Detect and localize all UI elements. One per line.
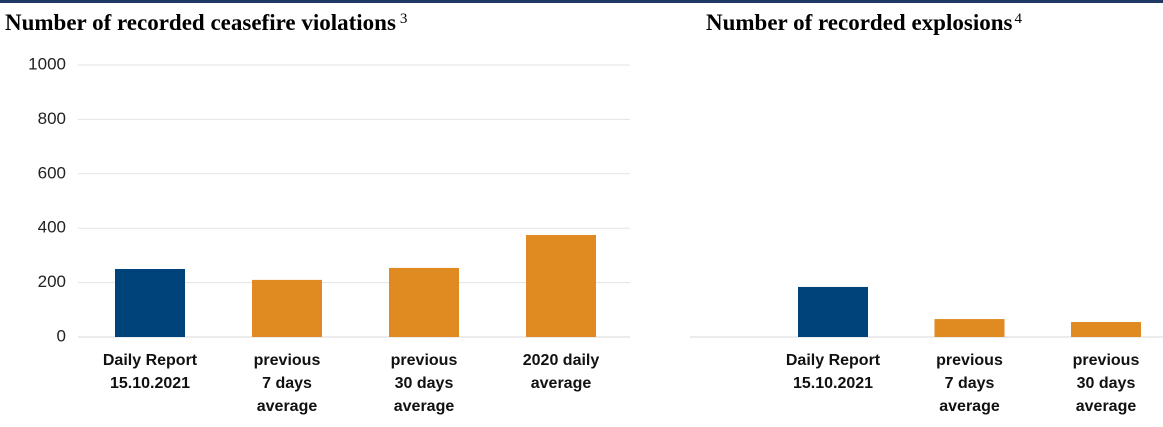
x-tick-label: 7 days [945,375,995,392]
x-tick-label: 30 days [395,375,454,392]
footnote: 4 [1014,11,1022,27]
x-tick-label: previous [254,352,321,369]
x-tick-label: 15.10.2021 [793,375,873,392]
x-tick-label: average [939,398,1000,415]
bar [389,267,459,337]
x-tick-label: previous [1073,352,1140,369]
y-tick-label: 800 [38,109,66,128]
x-tick-label: previous [391,352,458,369]
y-tick-label: 0 [57,326,66,345]
title-text: Number of recorded explosions [706,10,1012,35]
top-rule [0,0,1163,3]
bar [798,286,868,337]
x-tick-label: average [257,398,318,415]
chart-title: Number of recorded ceasefire violations 3 [5,10,407,35]
bar [115,269,185,337]
x-tick-label: 15.10.2021 [110,375,190,392]
x-tick-label: 30 days [1077,375,1136,392]
y-tick-label: 600 [38,163,66,182]
chart-title: Number of recorded explosions 4 [706,10,1022,35]
x-tick-label: 2020 daily [523,352,600,369]
bar [526,235,596,337]
y-tick-label: 400 [38,218,66,237]
x-tick-label: average [1076,398,1137,415]
y-tick-label: 200 [38,272,66,291]
x-tick-label: Daily Report [786,352,881,369]
bar [252,279,322,337]
bar [934,319,1005,337]
bar [1071,322,1141,337]
footnote: 3 [400,11,408,27]
title-text: Number of recorded ceasefire violations [5,10,396,35]
x-tick-label: average [394,398,455,415]
y-tick-label: 1000 [28,54,66,73]
x-tick-label: 7 days [262,375,312,392]
x-tick-label: average [531,375,592,392]
x-tick-label: Daily Report [103,352,198,369]
x-tick-label: previous [936,352,1003,369]
